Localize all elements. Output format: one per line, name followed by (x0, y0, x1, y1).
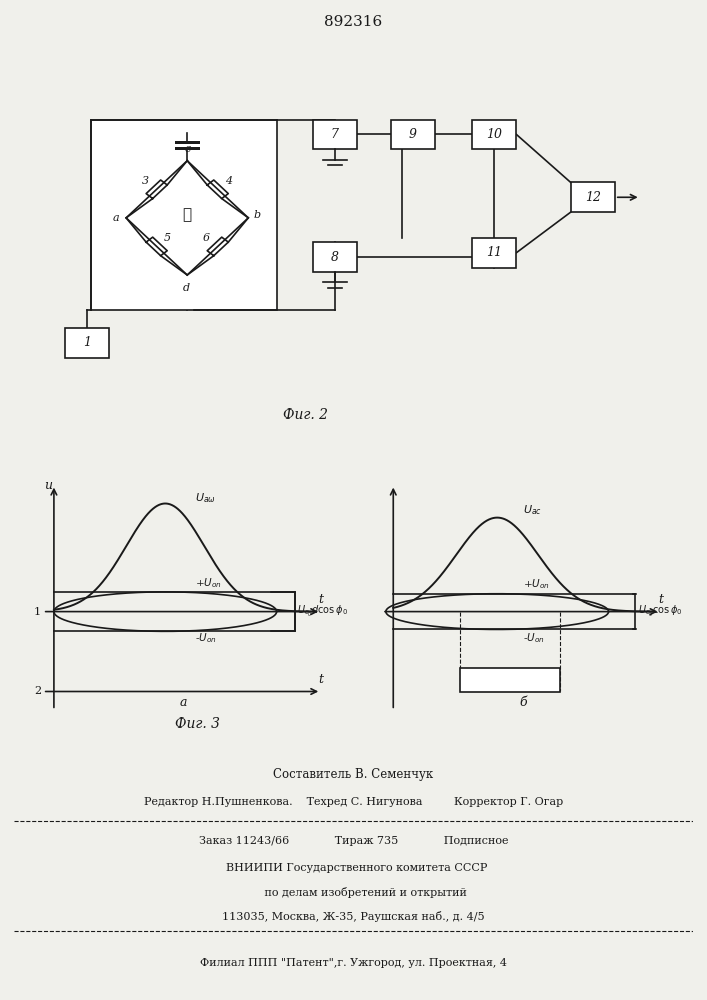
Text: 10: 10 (486, 128, 503, 141)
Text: 5: 5 (164, 233, 171, 243)
Text: Фиг. 3: Фиг. 3 (175, 717, 221, 731)
Text: t: t (319, 593, 324, 606)
Text: ВНИИПИ Государственного комитета СССР: ВНИИПИ Государственного комитета СССР (219, 863, 488, 873)
Text: б: б (520, 696, 527, 709)
Text: c: c (184, 144, 190, 154)
Text: t: t (319, 673, 324, 686)
Bar (65, 328, 109, 358)
Text: по делам изобретений и открытий: по делам изобретений и открытий (240, 887, 467, 898)
Bar (312, 120, 357, 149)
Text: Редактор Н.Пушненкова.    Техред С. Нигунова         Корректор Г. Огар: Редактор Н.Пушненкова. Техред С. Нигунов… (144, 797, 563, 807)
Bar (460, 668, 561, 692)
Text: 2: 2 (34, 686, 41, 696)
Text: a: a (180, 696, 187, 709)
Text: 113035, Москва, Ж-35, Раушская наб., д. 4/5: 113035, Москва, Ж-35, Раушская наб., д. … (222, 911, 485, 922)
Text: $U_{c_0}\cos\phi_0$: $U_{c_0}\cos\phi_0$ (638, 604, 683, 619)
Text: 4: 4 (226, 176, 233, 186)
Text: 11: 11 (486, 246, 503, 259)
Text: b: b (254, 210, 261, 220)
Text: 3: 3 (142, 176, 149, 186)
Text: t: t (658, 593, 663, 606)
Text: 12: 12 (585, 191, 601, 204)
Text: Заказ 11243/66             Тираж 735             Подписное: Заказ 11243/66 Тираж 735 Подписное (199, 836, 508, 846)
Text: 9: 9 (409, 128, 417, 141)
Text: 892316: 892316 (325, 15, 382, 29)
Bar (472, 120, 516, 149)
Text: Составитель В. Семенчук: Составитель В. Семенчук (274, 768, 433, 781)
Text: $U_{a\omega}$: $U_{a\omega}$ (195, 491, 216, 505)
Text: a: a (112, 213, 119, 223)
Text: +$U_{on}$: +$U_{on}$ (523, 577, 550, 591)
Text: -$U_{on}$: -$U_{on}$ (195, 632, 216, 645)
Text: $U_{c_0}d\cos\phi_0$: $U_{c_0}d\cos\phi_0$ (297, 604, 348, 619)
Text: 6: 6 (203, 233, 210, 243)
Text: Филиал ППП "Патент",г. Ужгород, ул. Проектная, 4: Филиал ППП "Патент",г. Ужгород, ул. Прое… (200, 958, 507, 968)
Text: Фиг. 2: Фиг. 2 (284, 408, 329, 422)
Text: ℓ: ℓ (182, 208, 192, 222)
Text: d: d (182, 283, 189, 293)
Text: 1: 1 (34, 607, 41, 617)
Bar (312, 242, 357, 272)
Text: +$U_{on}$: +$U_{on}$ (195, 576, 222, 590)
Text: 7: 7 (331, 128, 339, 141)
Bar (391, 120, 435, 149)
Bar (472, 238, 516, 268)
Bar (90, 120, 277, 310)
Text: u: u (45, 479, 52, 492)
Bar (571, 182, 615, 212)
Text: -$U_{on}$: -$U_{on}$ (523, 631, 545, 645)
Text: 1: 1 (83, 336, 91, 350)
Text: $U_{ac}$: $U_{ac}$ (523, 503, 542, 517)
Text: 8: 8 (331, 251, 339, 264)
